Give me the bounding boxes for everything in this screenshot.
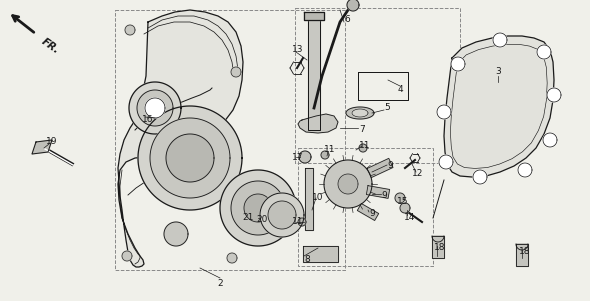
Text: 12: 12 — [412, 169, 424, 178]
Polygon shape — [145, 98, 165, 118]
Text: 17: 17 — [292, 153, 304, 162]
Polygon shape — [244, 194, 272, 222]
Polygon shape — [366, 186, 389, 198]
Text: 21: 21 — [242, 213, 254, 222]
Polygon shape — [303, 246, 338, 262]
Text: 18: 18 — [519, 247, 531, 256]
Text: 9: 9 — [381, 191, 387, 200]
Polygon shape — [32, 140, 52, 154]
Text: 2: 2 — [217, 278, 223, 287]
Text: 20: 20 — [256, 216, 268, 225]
Polygon shape — [346, 107, 374, 119]
Bar — [298, 148, 433, 266]
Polygon shape — [166, 134, 214, 182]
Polygon shape — [299, 151, 311, 163]
Polygon shape — [227, 253, 237, 263]
Text: 11: 11 — [324, 145, 336, 154]
Polygon shape — [122, 251, 132, 261]
Polygon shape — [518, 163, 532, 177]
Polygon shape — [129, 82, 181, 134]
Polygon shape — [359, 144, 367, 152]
Polygon shape — [432, 236, 444, 242]
Polygon shape — [473, 170, 487, 184]
Text: 9: 9 — [369, 209, 375, 219]
Text: 7: 7 — [359, 126, 365, 135]
Text: 13: 13 — [292, 45, 304, 54]
Bar — [115, 10, 345, 270]
Polygon shape — [321, 151, 329, 159]
Polygon shape — [444, 36, 554, 177]
Text: 19: 19 — [46, 138, 58, 147]
Polygon shape — [231, 67, 241, 77]
Polygon shape — [439, 155, 453, 169]
Text: 6: 6 — [344, 15, 350, 24]
Polygon shape — [220, 170, 296, 246]
Polygon shape — [451, 57, 465, 71]
Polygon shape — [400, 203, 410, 213]
Polygon shape — [138, 106, 242, 210]
Text: FR.: FR. — [40, 36, 61, 55]
Polygon shape — [137, 90, 173, 126]
Polygon shape — [268, 201, 296, 229]
Polygon shape — [352, 109, 368, 117]
Polygon shape — [324, 160, 372, 208]
Polygon shape — [298, 114, 338, 133]
Polygon shape — [432, 236, 444, 258]
Text: 11: 11 — [292, 218, 304, 226]
Polygon shape — [516, 244, 528, 266]
Bar — [295, 8, 460, 163]
Polygon shape — [347, 0, 359, 11]
Polygon shape — [150, 118, 230, 198]
Polygon shape — [231, 181, 285, 235]
Polygon shape — [537, 45, 551, 59]
Text: 5: 5 — [384, 103, 390, 111]
Text: 9: 9 — [387, 160, 393, 169]
Polygon shape — [260, 193, 304, 237]
Polygon shape — [338, 174, 358, 194]
Text: 18: 18 — [434, 244, 446, 253]
Text: 11: 11 — [359, 141, 371, 150]
Polygon shape — [164, 222, 188, 246]
Polygon shape — [298, 218, 306, 226]
Polygon shape — [118, 10, 243, 267]
Polygon shape — [543, 133, 557, 147]
Polygon shape — [547, 88, 561, 102]
Polygon shape — [308, 18, 320, 130]
Text: 3: 3 — [495, 67, 501, 76]
Polygon shape — [395, 193, 405, 203]
Polygon shape — [516, 244, 528, 250]
Polygon shape — [305, 168, 313, 230]
Text: 16: 16 — [142, 116, 154, 125]
Polygon shape — [437, 105, 451, 119]
Polygon shape — [125, 25, 135, 35]
Polygon shape — [493, 33, 507, 47]
Text: 15: 15 — [397, 197, 409, 206]
Text: 10: 10 — [312, 194, 324, 203]
Polygon shape — [358, 203, 379, 220]
Text: 14: 14 — [404, 213, 416, 222]
Text: 4: 4 — [397, 85, 403, 95]
Polygon shape — [304, 12, 324, 20]
Polygon shape — [367, 158, 393, 178]
Text: 8: 8 — [304, 256, 310, 265]
